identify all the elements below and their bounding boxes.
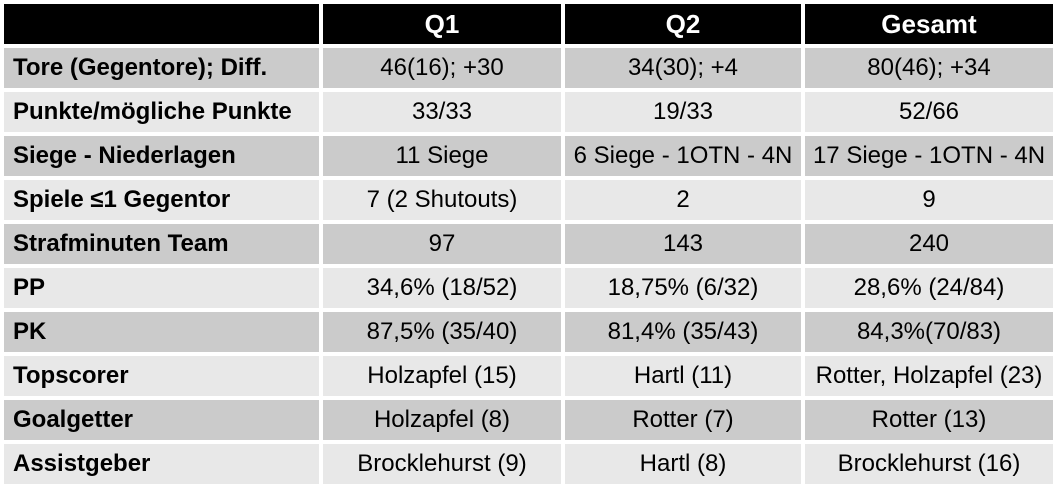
cell-value: 11 Siege [323,136,561,176]
cell-value: 240 [805,224,1053,264]
column-header-empty [4,4,319,44]
cell-value: Brocklehurst (9) [323,444,561,484]
table-row: PP 34,6% (18/52) 18,75% (6/32) 28,6% (24… [4,268,1053,308]
cell-value: 84,3%(70/83) [805,312,1053,352]
row-label-strafminuten: Strafminuten Team [4,224,319,264]
cell-value: 34,6% (18/52) [323,268,561,308]
cell-value: 81,4% (35/43) [565,312,801,352]
cell-value: 33/33 [323,92,561,132]
cell-value: Rotter (13) [805,400,1053,440]
cell-value: 97 [323,224,561,264]
cell-value: Hartl (8) [565,444,801,484]
row-label-goalgetter: Goalgetter [4,400,319,440]
cell-value: 18,75% (6/32) [565,268,801,308]
cell-value: Holzapfel (8) [323,400,561,440]
cell-value: 46(16); +30 [323,48,561,88]
column-header-q2: Q2 [565,4,801,44]
cell-value: 17 Siege - 1OTN - 4N [805,136,1053,176]
cell-value: 34(30); +4 [565,48,801,88]
table-row: Punkte/mögliche Punkte 33/33 19/33 52/66 [4,92,1053,132]
cell-value: Rotter (7) [565,400,801,440]
cell-value: 6 Siege - 1OTN - 4N [565,136,801,176]
table-row: Siege - Niederlagen 11 Siege 6 Siege - 1… [4,136,1053,176]
cell-value: Rotter, Holzapfel (23) [805,356,1053,396]
table-row: Strafminuten Team 97 143 240 [4,224,1053,264]
cell-value: 7 (2 Shutouts) [323,180,561,220]
row-label-topscorer: Topscorer [4,356,319,396]
row-label-pp: PP [4,268,319,308]
cell-value: 52/66 [805,92,1053,132]
row-label-spiele: Spiele ≤1 Gegentor [4,180,319,220]
row-label-pk: PK [4,312,319,352]
header-row: Q1 Q2 Gesamt [4,4,1053,44]
row-label-punkte: Punkte/mögliche Punkte [4,92,319,132]
row-label-assistgeber: Assistgeber [4,444,319,484]
table-row: Tore (Gegentore); Diff. 46(16); +30 34(3… [4,48,1053,88]
cell-value: 19/33 [565,92,801,132]
row-label-tore: Tore (Gegentore); Diff. [4,48,319,88]
cell-value: Holzapfel (15) [323,356,561,396]
cell-value: 28,6% (24/84) [805,268,1053,308]
column-header-q1: Q1 [323,4,561,44]
table-row: Spiele ≤1 Gegentor 7 (2 Shutouts) 2 9 [4,180,1053,220]
table-row: PK 87,5% (35/40) 81,4% (35/43) 84,3%(70/… [4,312,1053,352]
cell-value: 2 [565,180,801,220]
cell-value: 143 [565,224,801,264]
cell-value: 80(46); +34 [805,48,1053,88]
cell-value: 9 [805,180,1053,220]
cell-value: 87,5% (35/40) [323,312,561,352]
cell-value: Hartl (11) [565,356,801,396]
column-header-gesamt: Gesamt [805,4,1053,44]
table-row: Topscorer Holzapfel (15) Hartl (11) Rott… [4,356,1053,396]
row-label-siege: Siege - Niederlagen [4,136,319,176]
table-row: Assistgeber Brocklehurst (9) Hartl (8) B… [4,444,1053,484]
cell-value: Brocklehurst (16) [805,444,1053,484]
table-row: Goalgetter Holzapfel (8) Rotter (7) Rott… [4,400,1053,440]
